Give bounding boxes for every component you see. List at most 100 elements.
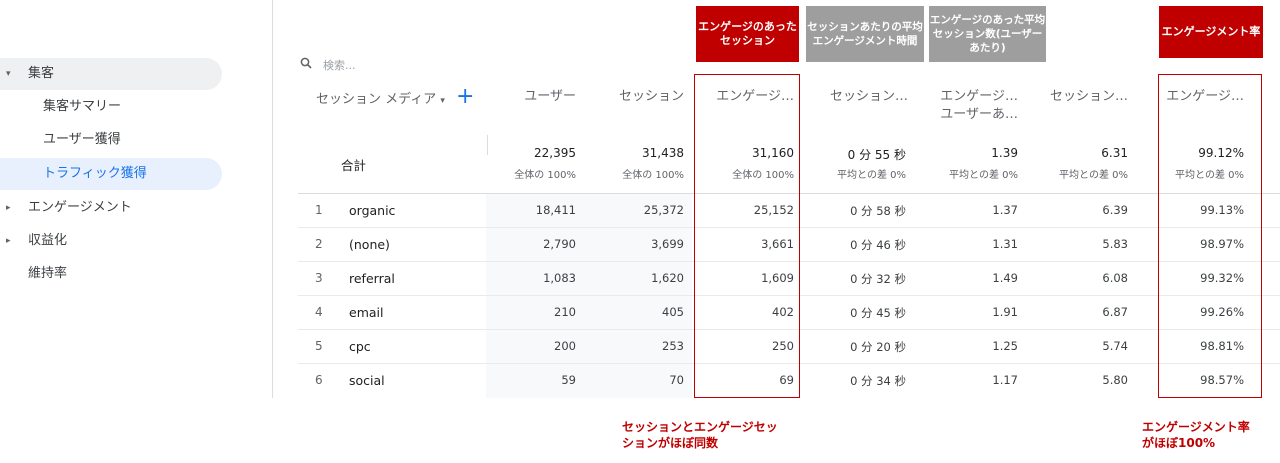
cell-sessions: 25,372 (643, 203, 684, 217)
cell-engaged-sessions: 250 (772, 339, 794, 353)
cell-users: 2,790 (543, 237, 576, 251)
total-avg-engagement-time: 0 分 55 秒 (847, 148, 906, 162)
cell-avg-engagement-time: 0 分 20 秒 (850, 340, 906, 354)
cell-events-per-session: 6.39 (1102, 203, 1128, 217)
table-row[interactable] (298, 227, 1280, 262)
cell-engaged-per-user: 1.49 (992, 271, 1018, 285)
sidebar-item-label: 維持率 (28, 266, 68, 281)
cell-engagement-rate: 99.26% (1200, 305, 1244, 319)
total-sub-events-per-session: 平均との差 0% (1059, 170, 1128, 181)
cell-users: 18,411 (535, 203, 576, 217)
cell-sessions: 70 (669, 373, 684, 387)
row-shade (486, 364, 692, 398)
total-engaged-sessions: 31,160 (752, 146, 794, 160)
row-index: 5 (315, 339, 323, 353)
cell-sessions: 1,620 (651, 271, 684, 285)
cell-avg-engagement-time: 0 分 58 秒 (850, 204, 906, 218)
row-index: 4 (315, 305, 323, 319)
cell-engagement-rate: 99.13% (1200, 203, 1244, 217)
cell-users: 59 (561, 373, 576, 387)
total-sub-engagement-rate: 平均との差 0% (1175, 170, 1244, 181)
sidebar-item-acquisition[interactable]: ▾ 集客 (0, 58, 222, 90)
cell-events-per-session: 5.80 (1102, 373, 1128, 387)
sidebar-item-label: 集客 (28, 66, 55, 81)
col-header-users[interactable]: ユーザー (524, 89, 576, 104)
cell-users: 210 (554, 305, 576, 319)
cell-avg-engagement-time: 0 分 34 秒 (850, 374, 906, 388)
cell-engaged-sessions: 402 (772, 305, 794, 319)
row-dimension-value: organic (349, 203, 396, 218)
cell-sessions: 253 (662, 339, 684, 353)
cell-engaged-per-user: 1.25 (992, 339, 1018, 353)
cell-engagement-rate: 98.81% (1200, 339, 1244, 353)
row-index: 2 (315, 237, 323, 251)
row-shade (486, 262, 692, 296)
col-header-engaged-per-user[interactable]: エンゲージ… ユーザーあ… (920, 88, 1018, 124)
annotation-avg-engagement-time: セッションあたりの平均エンゲージメント時間 (806, 6, 924, 62)
sidebar: ▾ 集客 集客サマリー ユーザー獲得 トラフィック獲得 ▸ エンゲージメント ▸… (0, 0, 273, 398)
add-dimension-icon[interactable]: + (456, 84, 475, 109)
cell-engaged-per-user: 1.31 (992, 237, 1018, 251)
dropdown-arrow-icon: ▾ (440, 96, 445, 106)
search-input[interactable]: 検索... (323, 59, 356, 72)
row-dimension-value: (none) (349, 237, 390, 252)
cell-events-per-session: 6.08 (1102, 271, 1128, 285)
row-index: 1 (315, 203, 323, 217)
sidebar-item-acquisition-overview[interactable]: 集客サマリー (43, 91, 121, 123)
row-index: 3 (315, 271, 323, 285)
cell-avg-engagement-time: 0 分 45 秒 (850, 306, 906, 320)
row-dimension-value: cpc (349, 339, 371, 354)
annotation-engaged-sessions-per-user: エンゲージのあった平均セッション数(ユーザーあたり) (929, 6, 1046, 62)
cell-engaged-per-user: 1.91 (992, 305, 1018, 319)
sidebar-item-label: エンゲージメント (28, 200, 132, 215)
row-dimension-value: social (349, 373, 385, 388)
col-header-sessions[interactable]: セッション (618, 89, 684, 104)
col-header-engagement-rate[interactable]: エンゲージ… (1166, 89, 1244, 104)
chevron-right-icon: ▸ (6, 203, 11, 213)
sidebar-item-user-acquisition[interactable]: ユーザー獲得 (43, 124, 121, 156)
total-engaged-per-user: 1.39 (991, 146, 1018, 160)
cell-engagement-rate: 98.97% (1200, 237, 1244, 251)
note-line: ションがほぼ同数 (622, 436, 719, 450)
table-row[interactable] (298, 193, 1280, 228)
col-header-engaged-sessions[interactable]: エンゲージ… (716, 89, 794, 104)
sidebar-item-label: トラフィック獲得 (43, 166, 147, 181)
dimension-header[interactable]: セッション メディア ▾ (316, 88, 445, 107)
cell-engagement-rate: 99.32% (1200, 271, 1244, 285)
search-icon[interactable] (300, 57, 312, 69)
totals-label: 合計 (341, 158, 367, 173)
cell-engaged-sessions: 1,609 (761, 271, 794, 285)
col-header-line2: ユーザーあ… (940, 107, 1018, 122)
cell-engaged-per-user: 1.37 (992, 203, 1018, 217)
cell-events-per-session: 6.87 (1102, 305, 1128, 319)
cell-avg-engagement-time: 0 分 46 秒 (850, 238, 906, 252)
cell-sessions: 3,699 (651, 237, 684, 251)
total-users: 22,395 (534, 146, 576, 160)
sidebar-item-retention[interactable]: 維持率 (28, 258, 67, 290)
total-sub-engaged-per-user: 平均との差 0% (949, 170, 1018, 181)
row-shade (486, 228, 692, 262)
chevron-right-icon: ▸ (6, 236, 11, 246)
table-row[interactable] (298, 329, 1280, 364)
cell-engaged-sessions: 25,152 (753, 203, 794, 217)
dimension-header-label: セッション メディア (316, 92, 437, 107)
cell-engaged-per-user: 1.17 (992, 373, 1018, 387)
cell-users: 200 (554, 339, 576, 353)
col-header-events-per-session[interactable]: セッション… (1049, 89, 1128, 104)
sidebar-item-traffic-acquisition[interactable]: トラフィック獲得 (0, 158, 222, 190)
cell-engaged-sessions: 3,661 (761, 237, 794, 251)
annotation-engaged-sessions: エンゲージのあったセッション (696, 6, 799, 62)
table-row[interactable] (298, 363, 1280, 398)
cell-users: 1,083 (543, 271, 576, 285)
sidebar-item-label: 集客サマリー (43, 99, 122, 114)
annotation-engagement-rate: エンゲージメント率 (1159, 6, 1263, 58)
row-shade (486, 330, 692, 364)
note-line: セッションとエンゲージセッ (622, 420, 778, 434)
highlight-engaged-sessions-column (694, 74, 800, 398)
row-dimension-value: referral (349, 271, 395, 286)
cell-avg-engagement-time: 0 分 32 秒 (850, 272, 906, 286)
col-header-avg-engagement-time[interactable]: セッション… (829, 89, 908, 104)
table-row[interactable] (298, 295, 1280, 330)
table-row[interactable] (298, 261, 1280, 296)
row-dimension-value: email (349, 305, 384, 320)
